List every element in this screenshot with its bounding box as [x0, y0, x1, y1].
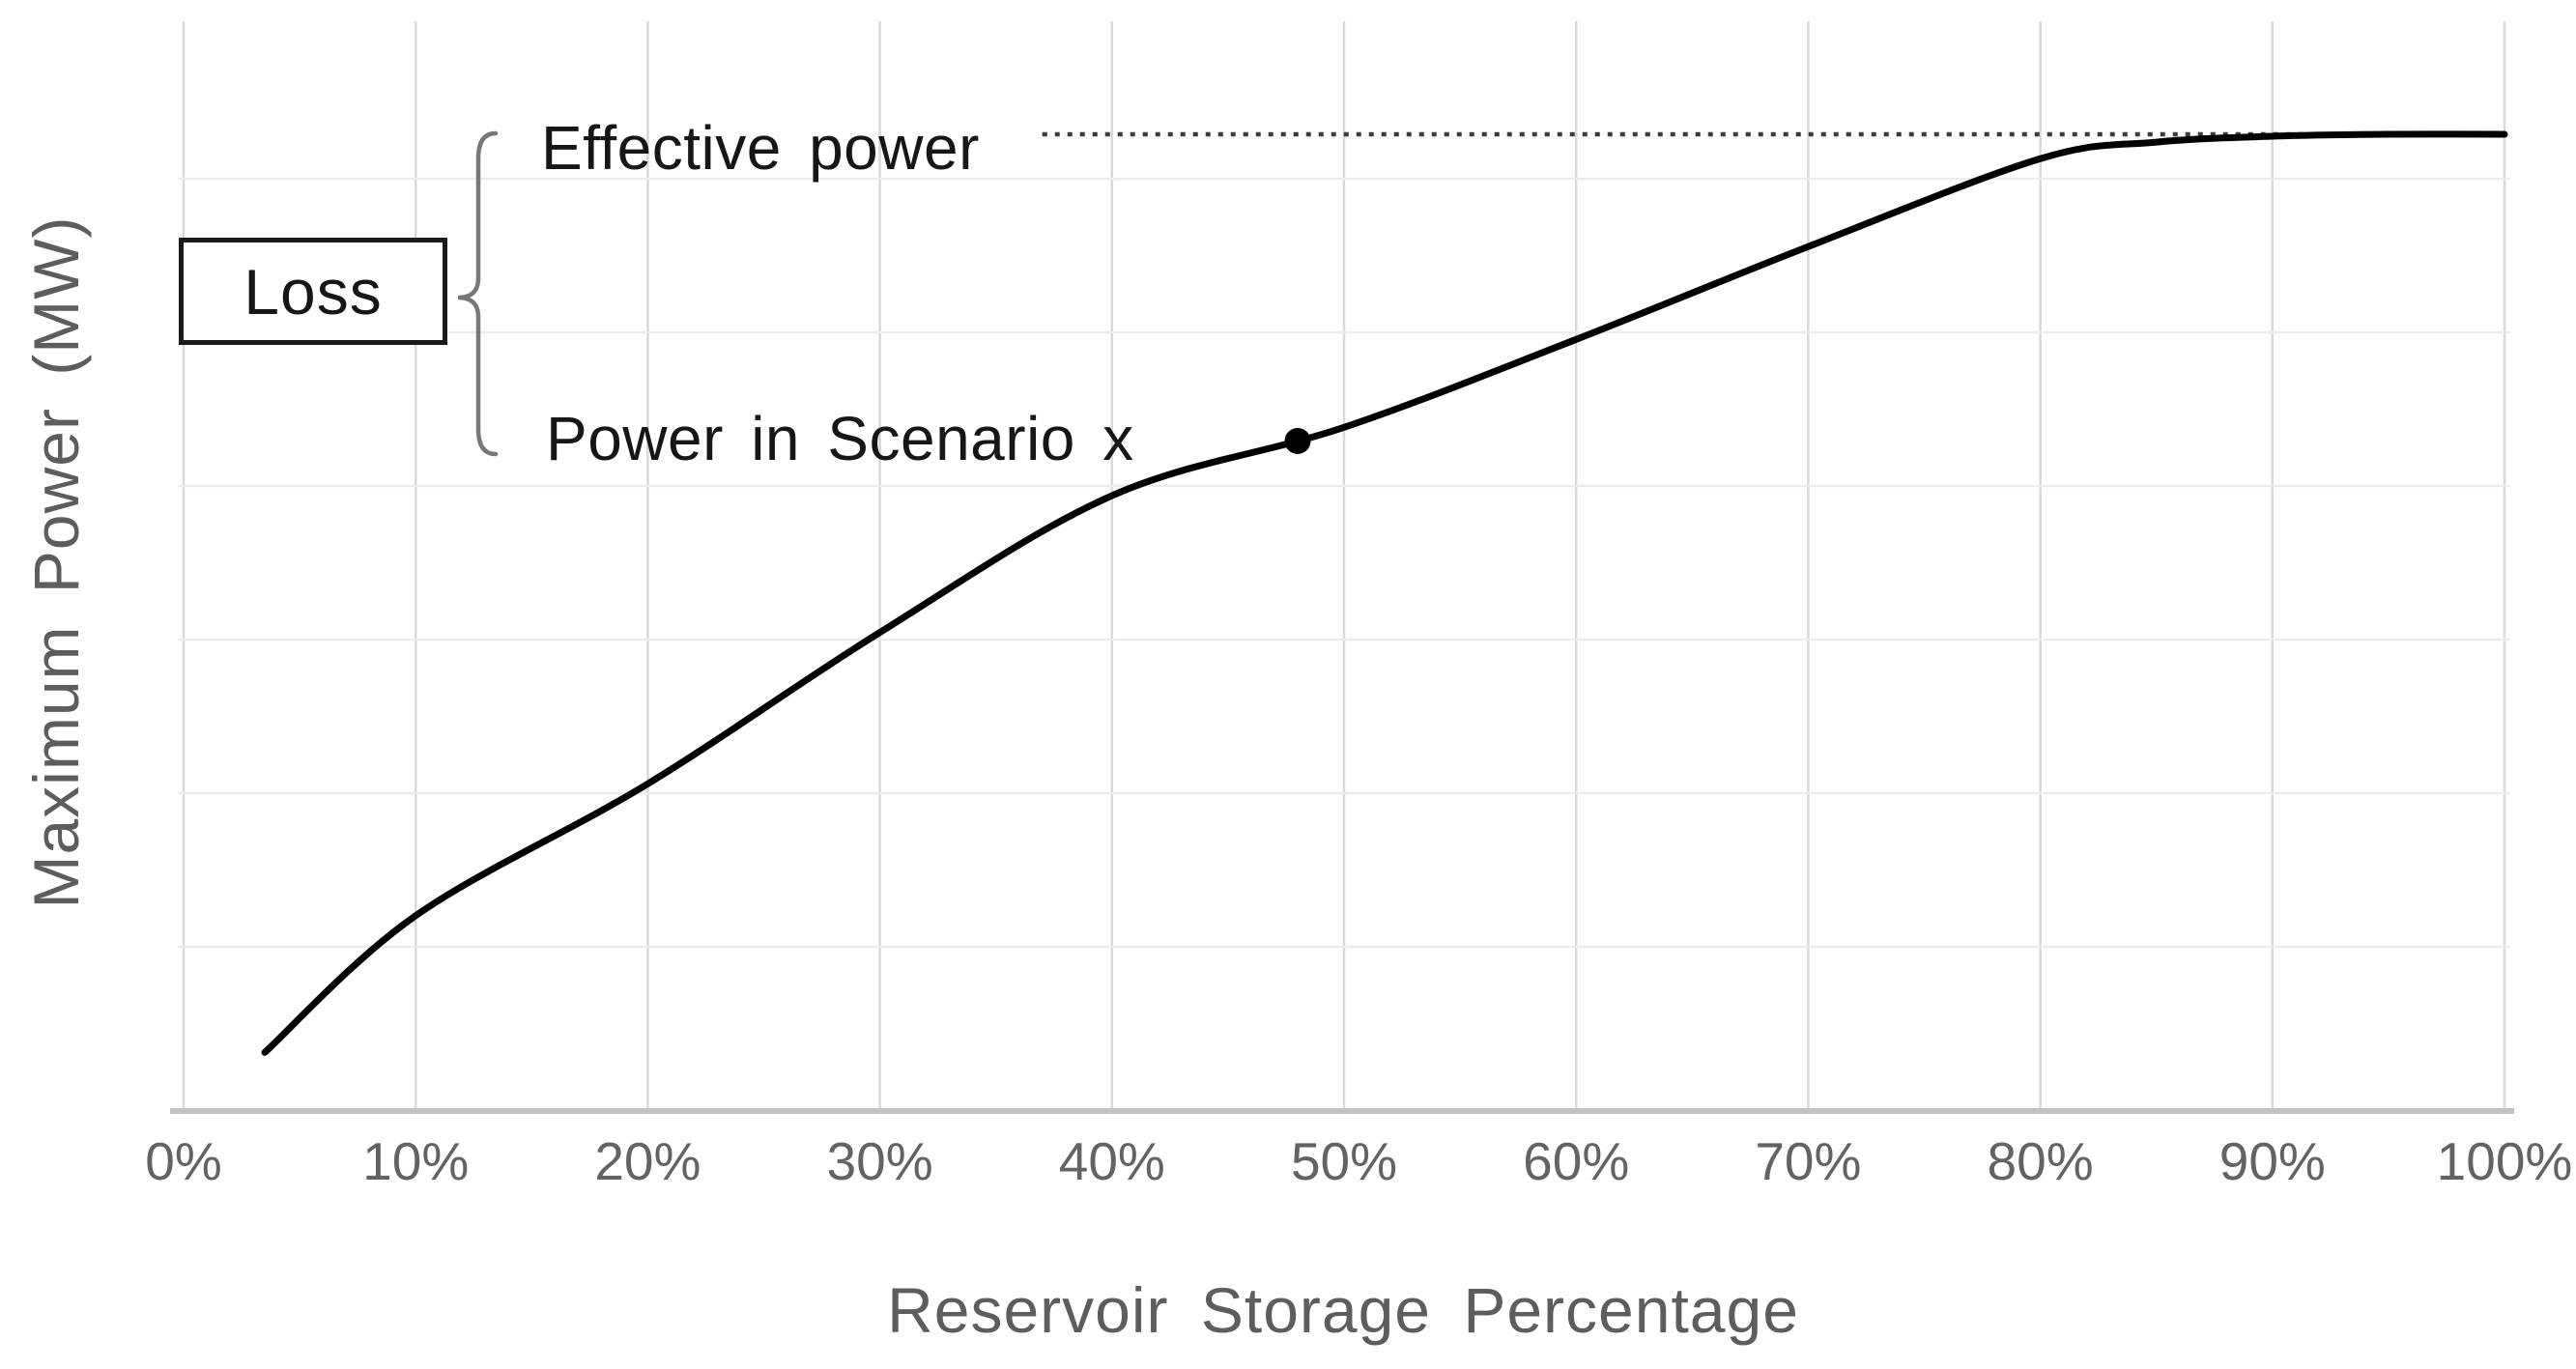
power-curve	[261, 130, 2508, 1056]
x-tick-label: 70%	[1755, 1131, 1862, 1191]
x-tick-label: 100%	[2436, 1131, 2573, 1191]
x-tick-label: 0%	[145, 1131, 222, 1191]
x-tick-label: 30%	[826, 1131, 933, 1191]
loss-label: Loss	[243, 255, 383, 328]
x-tick-label: 60%	[1523, 1131, 1630, 1191]
effective-power-label: Effective power	[541, 113, 980, 183]
scenario-point-marker	[1284, 427, 1311, 454]
x-axis-title: Reservoir Storage Percentage	[887, 1274, 1799, 1346]
scenario-power-label: Power in Scenario x	[546, 404, 1134, 473]
x-tick-label: 40%	[1058, 1131, 1165, 1191]
x-tick-label: 10%	[362, 1131, 470, 1191]
loss-box: Loss	[179, 238, 447, 345]
x-tick-label: 90%	[2218, 1131, 2326, 1191]
y-axis-title: Maximum Power (MW)	[20, 215, 92, 909]
loss-brace	[457, 130, 499, 457]
x-tick-label: 80%	[1987, 1131, 2094, 1191]
x-tick-label: 50%	[1290, 1131, 1398, 1191]
x-tick-label: 20%	[594, 1131, 701, 1191]
